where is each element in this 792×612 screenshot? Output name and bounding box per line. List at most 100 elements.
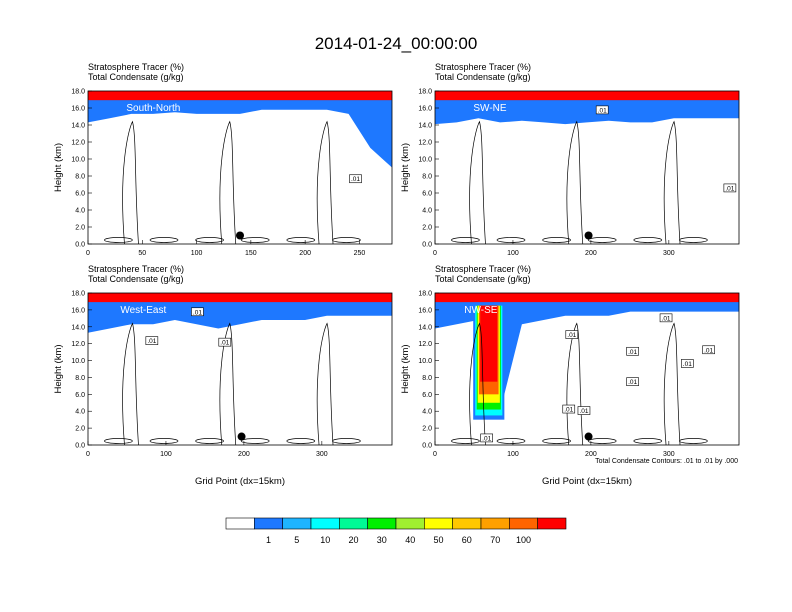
contour-label: .01 xyxy=(482,435,491,442)
panel-nw-se: .01 .01 .01 .01 .01 .01 .01 .01 .01 NW-SE Stratosp… xyxy=(400,264,740,487)
contour-line xyxy=(149,438,179,444)
contour-line xyxy=(104,438,133,444)
contour-line xyxy=(633,438,663,444)
y-tick-label: 16.0 xyxy=(418,307,432,314)
contour-label-box xyxy=(191,307,204,317)
x-tick-label: 0 xyxy=(433,451,437,458)
x-tick-label: 0 xyxy=(86,451,90,458)
contour-line xyxy=(633,237,663,243)
y-tick-label: 0.0 xyxy=(422,242,432,249)
condensate-contours xyxy=(451,322,708,445)
contour-label: .01 xyxy=(725,185,734,192)
panel-label: SW-NE xyxy=(473,103,506,114)
contour-line xyxy=(286,438,316,444)
panel-sw-ne: .01 .01 SW-NE Stratosphere Tracer (%)Total … xyxy=(400,62,740,257)
contour-label-box xyxy=(702,345,715,355)
y-tick-label: 16.0 xyxy=(71,106,85,113)
contour-label-box xyxy=(595,105,609,115)
contour-line xyxy=(332,438,361,444)
condensate-contours xyxy=(104,120,361,244)
panel-header-var1: Stratosphere Tracer (%) xyxy=(88,264,184,274)
y-tick-label: 6.0 xyxy=(75,392,85,399)
contour-line xyxy=(566,322,584,445)
contour-line xyxy=(219,120,237,244)
contour-label-box xyxy=(577,406,591,415)
colorbar-swatch xyxy=(367,517,397,530)
contour-line xyxy=(122,120,139,244)
contour-label: .01 xyxy=(628,349,637,356)
intrusion-column xyxy=(480,305,498,382)
colorbar-swatch xyxy=(480,517,510,530)
colorbar-label: 5 xyxy=(294,535,299,545)
contour-label-box xyxy=(659,313,673,323)
contour-line xyxy=(469,120,486,244)
y-tick-label: 2.0 xyxy=(422,426,432,433)
location-marker xyxy=(237,432,246,441)
y-tick-label: 10.0 xyxy=(71,358,85,365)
location-marker xyxy=(584,432,593,441)
x-axis-label: Grid Point (dx=15km) xyxy=(542,476,632,487)
contour-line xyxy=(451,237,480,243)
contour-label-box xyxy=(565,330,579,339)
contour-label-box xyxy=(626,346,639,356)
plot-frame xyxy=(434,90,740,245)
plot-background xyxy=(88,91,392,244)
tracer-layer xyxy=(435,293,739,412)
colorbar-label: 1 xyxy=(266,535,271,545)
x-tick-label: 0 xyxy=(86,250,90,257)
x-tick-label: 300 xyxy=(316,451,328,458)
contour-label: .01 xyxy=(351,176,360,183)
contour-line xyxy=(451,438,480,444)
y-axis-label: Height (km) xyxy=(53,143,64,192)
plot-area: .01 .01 .01 West-East xyxy=(88,293,392,445)
contour-label: .01 xyxy=(147,338,156,345)
location-marker xyxy=(236,231,244,240)
x-tick-label: 100 xyxy=(191,250,203,257)
panel-label: South-North xyxy=(126,103,180,114)
y-tick-label: 12.0 xyxy=(418,341,432,348)
x-axis-label: Grid Point (dx=15km) xyxy=(195,476,285,487)
colorbar-label: 70 xyxy=(490,535,500,545)
x-tick-label: 100 xyxy=(160,451,172,458)
tracer-top-band xyxy=(88,91,392,101)
colorbar-swatch xyxy=(282,517,312,530)
x-tick-label: 200 xyxy=(585,451,597,458)
panel-label: West-East xyxy=(120,305,166,316)
colorbar-swatch xyxy=(537,517,567,530)
contour-line xyxy=(240,237,270,243)
location-marker xyxy=(584,231,593,240)
colorbar-label: 40 xyxy=(405,535,415,545)
x-tick-label: 300 xyxy=(663,451,675,458)
y-tick-label: 18.0 xyxy=(418,291,432,298)
contour-line xyxy=(679,237,708,243)
colorbar-swatch xyxy=(339,517,368,530)
y-tick-label: 0.0 xyxy=(75,443,85,450)
y-tick-label: 2.0 xyxy=(422,225,432,232)
contour-note: Total Condensate Contours: .01 to .01 by… xyxy=(595,458,738,465)
y-tick-label: 10.0 xyxy=(71,157,85,164)
colorbar-label: 50 xyxy=(433,535,443,545)
y-tick-label: 16.0 xyxy=(418,106,432,113)
colorbar-label: 10 xyxy=(320,535,330,545)
contour-line xyxy=(219,322,237,445)
y-tick-label: 16.0 xyxy=(71,307,85,314)
contour-line xyxy=(316,322,334,445)
x-tick-label: 100 xyxy=(507,451,519,458)
panel-header-var1: Stratosphere Tracer (%) xyxy=(435,264,531,274)
y-tick-label: 6.0 xyxy=(422,191,432,198)
x-tick-label: 200 xyxy=(585,250,597,257)
colorbar-swatch xyxy=(225,517,255,530)
panel-header-var2: Total Condensate (g/kg) xyxy=(435,72,531,82)
contour-line xyxy=(195,438,224,444)
contour-line xyxy=(663,322,681,445)
contour-line xyxy=(286,237,316,243)
contour-line xyxy=(332,237,361,243)
contour-label: .01 xyxy=(567,332,576,339)
y-tick-label: 4.0 xyxy=(75,409,85,416)
y-tick-label: 8.0 xyxy=(75,375,85,382)
contour-label: .01 xyxy=(704,347,713,354)
contour-line xyxy=(149,237,179,243)
colorbar: 1 5 10 20 30 40 50 60 70 100 xyxy=(225,517,567,545)
plot-frame xyxy=(87,90,393,245)
